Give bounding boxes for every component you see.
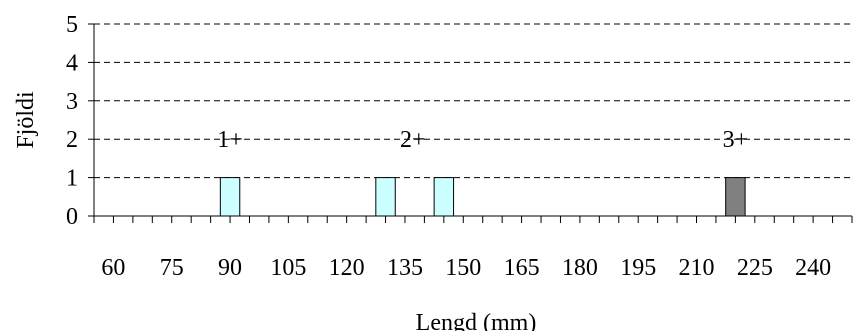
bar-90 <box>219 177 241 217</box>
x-axis-label: Lengd (mm) <box>416 310 537 331</box>
bar-145 <box>433 177 455 217</box>
bars <box>219 177 746 217</box>
x-tick-label-225: 225 <box>737 255 773 281</box>
x-tick-label-75: 75 <box>160 255 184 281</box>
x-tick-label-240: 240 <box>795 255 831 281</box>
y-tick-label-0: 0 <box>66 204 78 230</box>
y-tick-label-3: 3 <box>66 89 78 115</box>
x-tick-labels: 60 75 90 105 120 135 150 165 180 195 210 225 240 <box>101 255 831 281</box>
y-axis-label: Fjöldi <box>13 91 39 149</box>
axes <box>88 23 853 223</box>
gridlines <box>94 23 852 179</box>
x-tick-label-135: 135 <box>387 255 423 281</box>
x-tick-label-105: 105 <box>270 255 306 281</box>
x-tick-label-60: 60 <box>101 255 125 281</box>
x-tick-label-150: 150 <box>445 255 481 281</box>
x-tick-label-120: 120 <box>329 255 365 281</box>
annotation-3: 3+ <box>723 127 749 153</box>
x-tick-label-210: 210 <box>679 255 715 281</box>
bar-220 <box>725 177 746 217</box>
annotations: 1+ 2+ 3+ <box>217 127 748 153</box>
annotation-2: 2+ <box>400 127 426 153</box>
x-tick-label-90: 90 <box>218 255 242 281</box>
y-tick-label-5: 5 <box>66 12 78 38</box>
annotation-1: 1+ <box>217 127 243 153</box>
x-tick-label-180: 180 <box>562 255 598 281</box>
bar-130 <box>375 177 396 217</box>
y-tick-label-2: 2 <box>66 127 78 153</box>
y-tick-label-1: 1 <box>66 166 78 192</box>
y-tick-label-4: 4 <box>66 50 78 76</box>
y-tick-labels: 0 1 2 3 4 5 <box>66 12 78 230</box>
x-tick-label-165: 165 <box>504 255 540 281</box>
x-tick-label-195: 195 <box>620 255 656 281</box>
